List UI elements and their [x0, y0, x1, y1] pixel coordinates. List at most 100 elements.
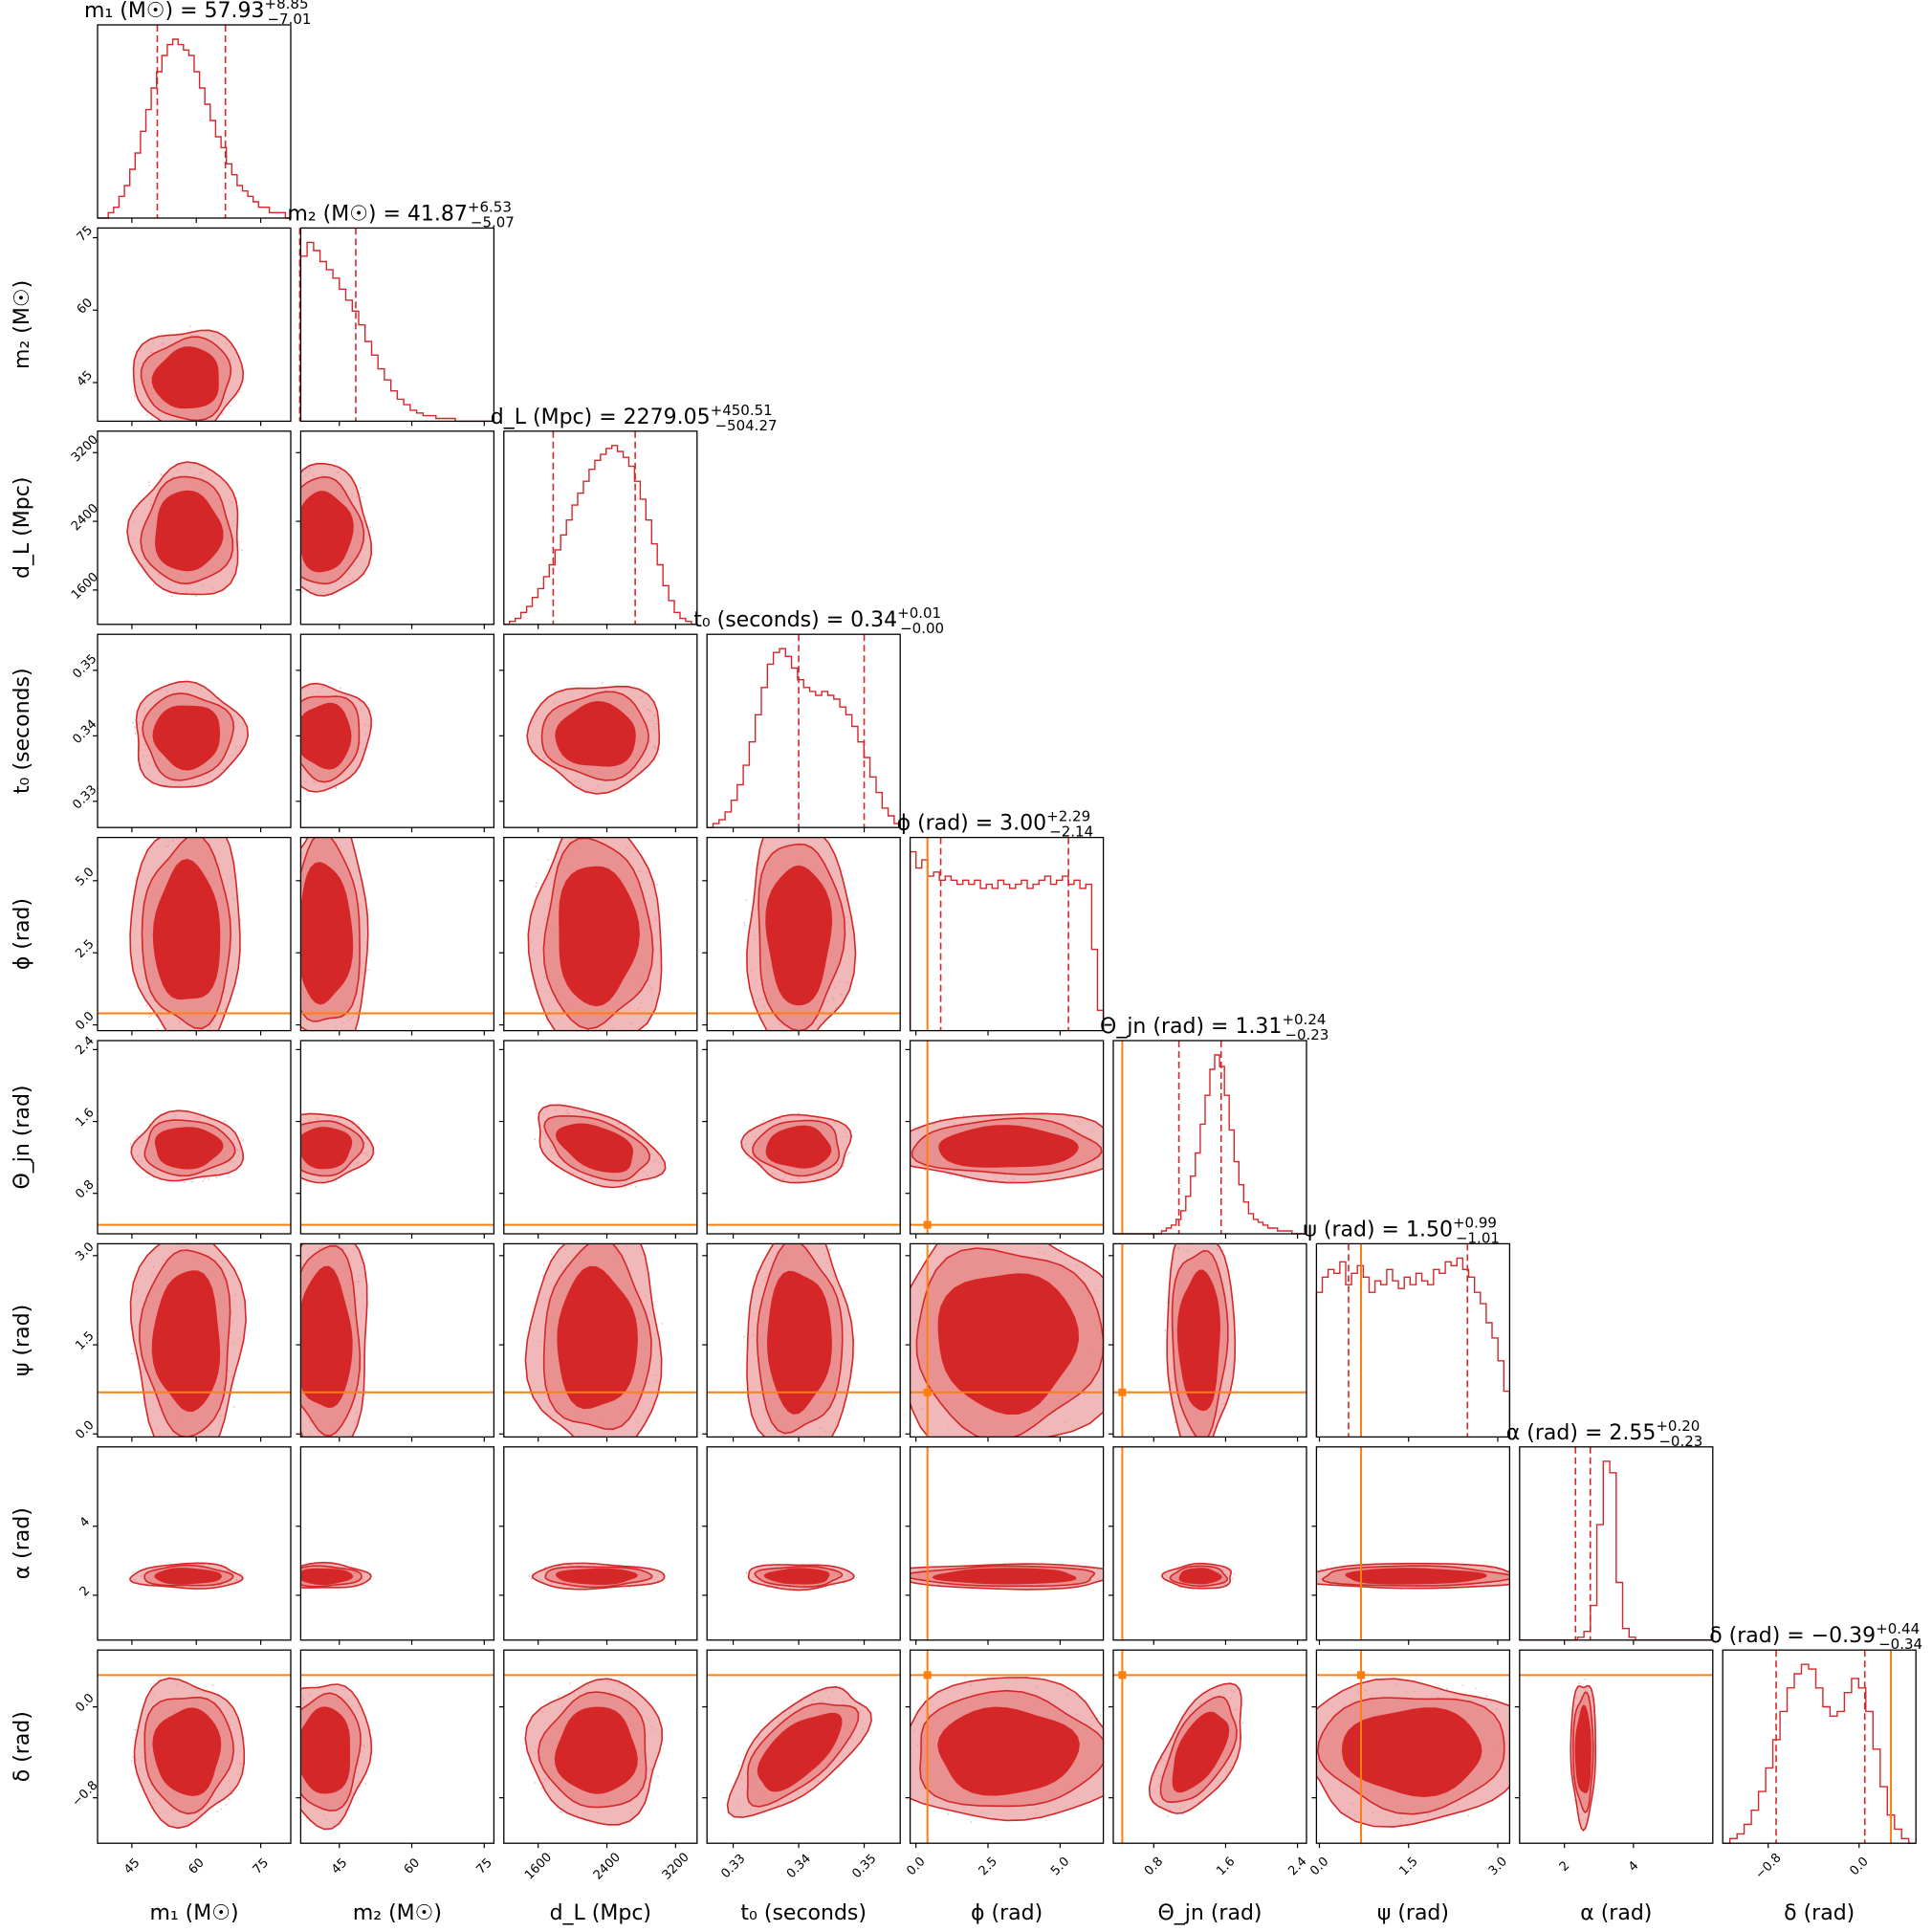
sample-point: [901, 1570, 903, 1571]
density-contour: [300, 1127, 353, 1170]
sample-point: [1231, 1577, 1234, 1580]
sample-point: [298, 1741, 300, 1743]
sample-point: [296, 845, 297, 846]
sample-point: [737, 1765, 740, 1767]
sample-point: [295, 1318, 296, 1320]
panel-content: [295, 1243, 494, 1438]
sample-point: [1107, 1162, 1109, 1164]
sample-point: [367, 969, 370, 972]
panel-frame: [299, 430, 495, 626]
sample-point: [224, 1120, 227, 1123]
density-panel-delta-vs-t0: [702, 1649, 901, 1849]
density-panel-alpha-vs-t0: [702, 1446, 901, 1645]
sample-point: [782, 834, 784, 836]
sample-point: [294, 731, 296, 733]
sample-point: [208, 1240, 209, 1242]
density-contour: [557, 1265, 638, 1410]
sample-point: [295, 1160, 296, 1162]
sample-point: [802, 814, 804, 816]
sample-point: [176, 1240, 178, 1242]
panel-content: [503, 1104, 697, 1226]
sample-point: [536, 882, 538, 885]
histogram-panel-psi: ψ (rad) = 1.50+0.99 −1.01: [1303, 1214, 1511, 1442]
y-tick-label: 75: [75, 223, 96, 244]
panel-content: [132, 680, 250, 788]
sample-point: [1106, 1342, 1108, 1344]
sample-point: [1307, 1759, 1309, 1761]
sample-point: [316, 1050, 318, 1052]
sample-point: [795, 1049, 797, 1051]
sample-point: [131, 1571, 134, 1574]
panel-content: [1113, 1243, 1306, 1441]
density-panel-psi-vs-theta_jn: [1109, 1242, 1307, 1442]
sample-point: [188, 1455, 190, 1457]
sample-point: [317, 819, 318, 821]
panel-content: [707, 1674, 901, 1818]
sample-point: [133, 395, 136, 398]
sample-point: [301, 590, 304, 593]
sample-point: [604, 825, 606, 827]
panel-content: [294, 682, 372, 793]
y-tick-label: 1.6: [73, 1106, 97, 1130]
sample-point: [195, 595, 197, 598]
density-contour: [763, 1568, 830, 1585]
sample-point: [364, 1782, 367, 1785]
sample-point: [802, 823, 804, 825]
panel-title: m₂ (M☉) = 41.87+6.53 −5.07: [287, 198, 514, 231]
sample-point: [949, 1175, 951, 1176]
histogram-step: [1519, 1460, 1713, 1641]
panel-frame: [909, 1649, 1105, 1844]
panel-frame: [97, 24, 292, 219]
sample-point: [286, 1727, 288, 1729]
sample-point: [1578, 1682, 1580, 1684]
sample-point: [278, 1574, 280, 1576]
sample-point: [184, 1181, 187, 1184]
sample-point: [292, 1581, 294, 1583]
density-panel-delta-vs-m1: [93, 1649, 292, 1849]
sample-point: [658, 754, 660, 756]
density-contour: [300, 1706, 350, 1794]
sample-point: [906, 1141, 908, 1143]
panel-content: [897, 1446, 1109, 1640]
x-axis-label: d_L (Mpc): [550, 1901, 651, 1925]
x-axis-label: ϕ (rad): [971, 1901, 1043, 1925]
x-tick-label: 5.0: [1048, 1855, 1072, 1878]
sample-point: [285, 1571, 287, 1573]
sample-point: [152, 584, 155, 586]
x-tick-label: 4: [1626, 1858, 1641, 1874]
sample-point: [624, 1186, 626, 1189]
sample-point: [896, 1362, 898, 1364]
sample-point: [286, 1129, 288, 1131]
x-tick-label: 0.33: [718, 1852, 748, 1881]
density-panel-t0-vs-m2: [294, 633, 495, 833]
sample-point: [842, 1165, 845, 1168]
sample-point: [528, 1575, 531, 1577]
density-contour: [154, 1568, 222, 1585]
y-axis-label: m₂ (M☉): [11, 280, 34, 369]
sample-point: [296, 911, 297, 912]
sample-point: [294, 1572, 296, 1574]
panel-content: [503, 1243, 697, 1438]
sample-point: [296, 1431, 297, 1433]
panel-content: [1316, 1446, 1510, 1640]
sample-point: [284, 1719, 286, 1721]
density-contour: [152, 705, 220, 771]
panel-content: [707, 1243, 901, 1438]
density-contour: [151, 346, 219, 409]
sample-point: [829, 1248, 832, 1251]
sample-point: [747, 1157, 750, 1160]
density-contour: [300, 491, 354, 573]
y-tick-label: 5.0: [73, 865, 97, 889]
panel-frame: [503, 836, 698, 1032]
density-panel-dL-vs-m1: [93, 430, 292, 629]
panel-frame: [299, 633, 495, 828]
density-panel-theta_jn-vs-dL: [498, 1040, 698, 1239]
truth-marker: [923, 1220, 932, 1229]
panel-content: [98, 830, 291, 1031]
x-tick-label: 1.6: [1214, 1855, 1238, 1878]
sample-point: [1107, 1579, 1109, 1581]
histogram-step: [503, 445, 697, 626]
sample-point: [1201, 1439, 1203, 1441]
sample-point: [897, 1570, 899, 1572]
sample-point: [201, 830, 203, 832]
